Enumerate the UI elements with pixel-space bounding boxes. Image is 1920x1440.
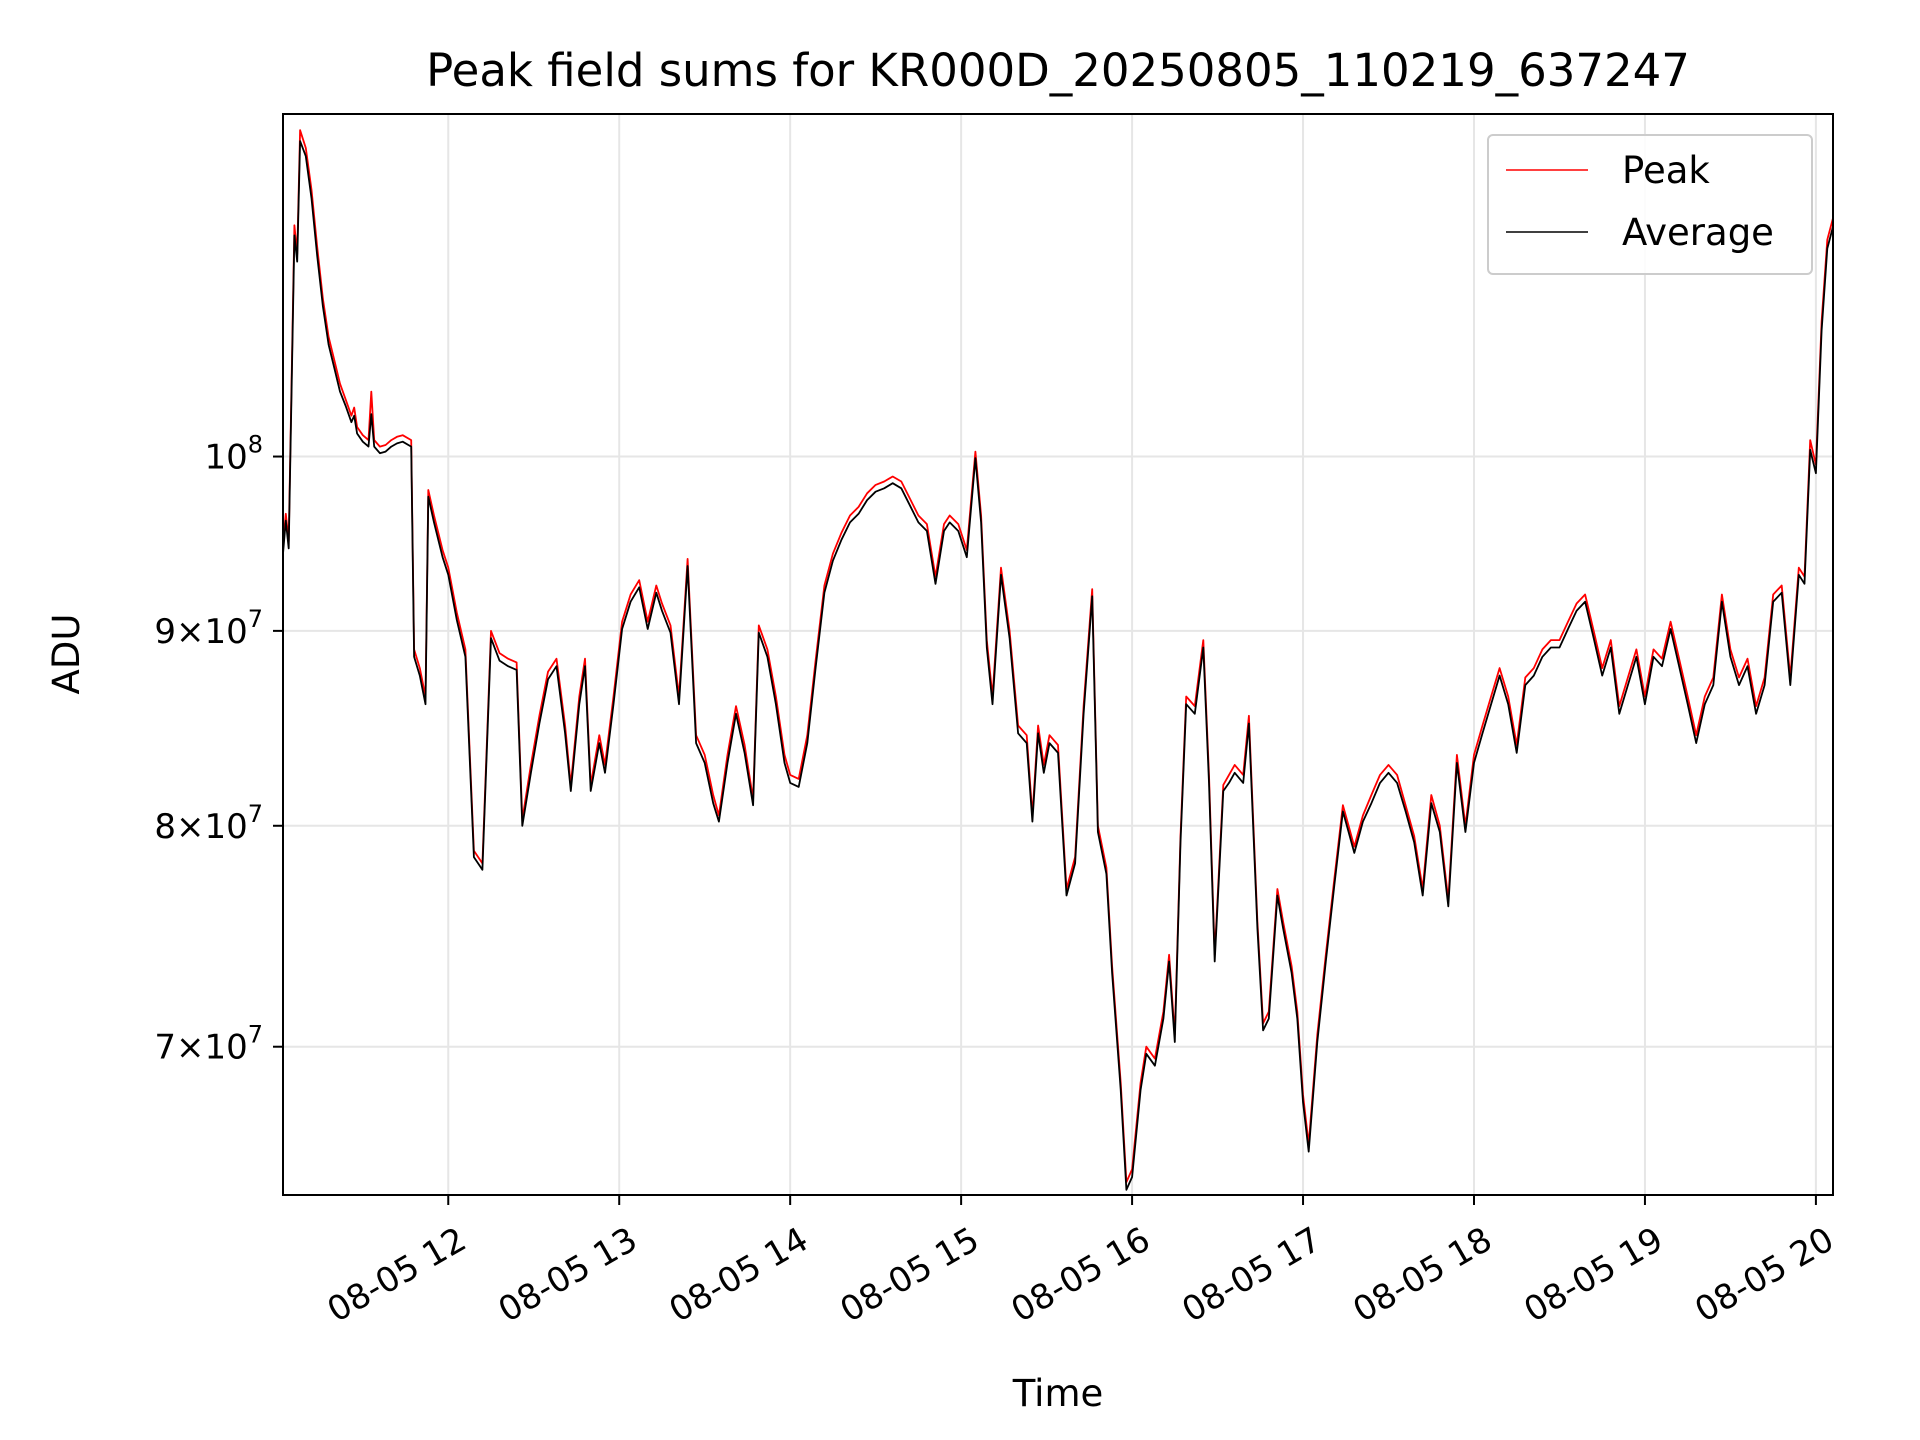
plot-frame bbox=[282, 113, 1834, 1196]
y-tick-label: 8×107 bbox=[154, 800, 263, 847]
legend: Peak Average bbox=[1487, 134, 1813, 275]
y-axis-label: ADU bbox=[45, 614, 88, 695]
chart-title: Peak field sums for KR000D_20250805_1102… bbox=[426, 44, 1690, 97]
series-line-peak bbox=[283, 129, 1833, 1183]
legend-label-average: Average bbox=[1622, 211, 1774, 254]
x-axis-label: Time bbox=[1012, 1372, 1104, 1415]
series-layer bbox=[283, 129, 1833, 1191]
legend-label-peak: Peak bbox=[1622, 149, 1710, 192]
y-axis: 7×107 8×107 9×107 108 bbox=[154, 431, 283, 1068]
y-tick-label: 9×107 bbox=[154, 605, 263, 652]
y-tick-label: 7×107 bbox=[154, 1021, 263, 1068]
y-tick-label: 108 bbox=[204, 431, 263, 478]
series-line-average bbox=[283, 140, 1833, 1191]
